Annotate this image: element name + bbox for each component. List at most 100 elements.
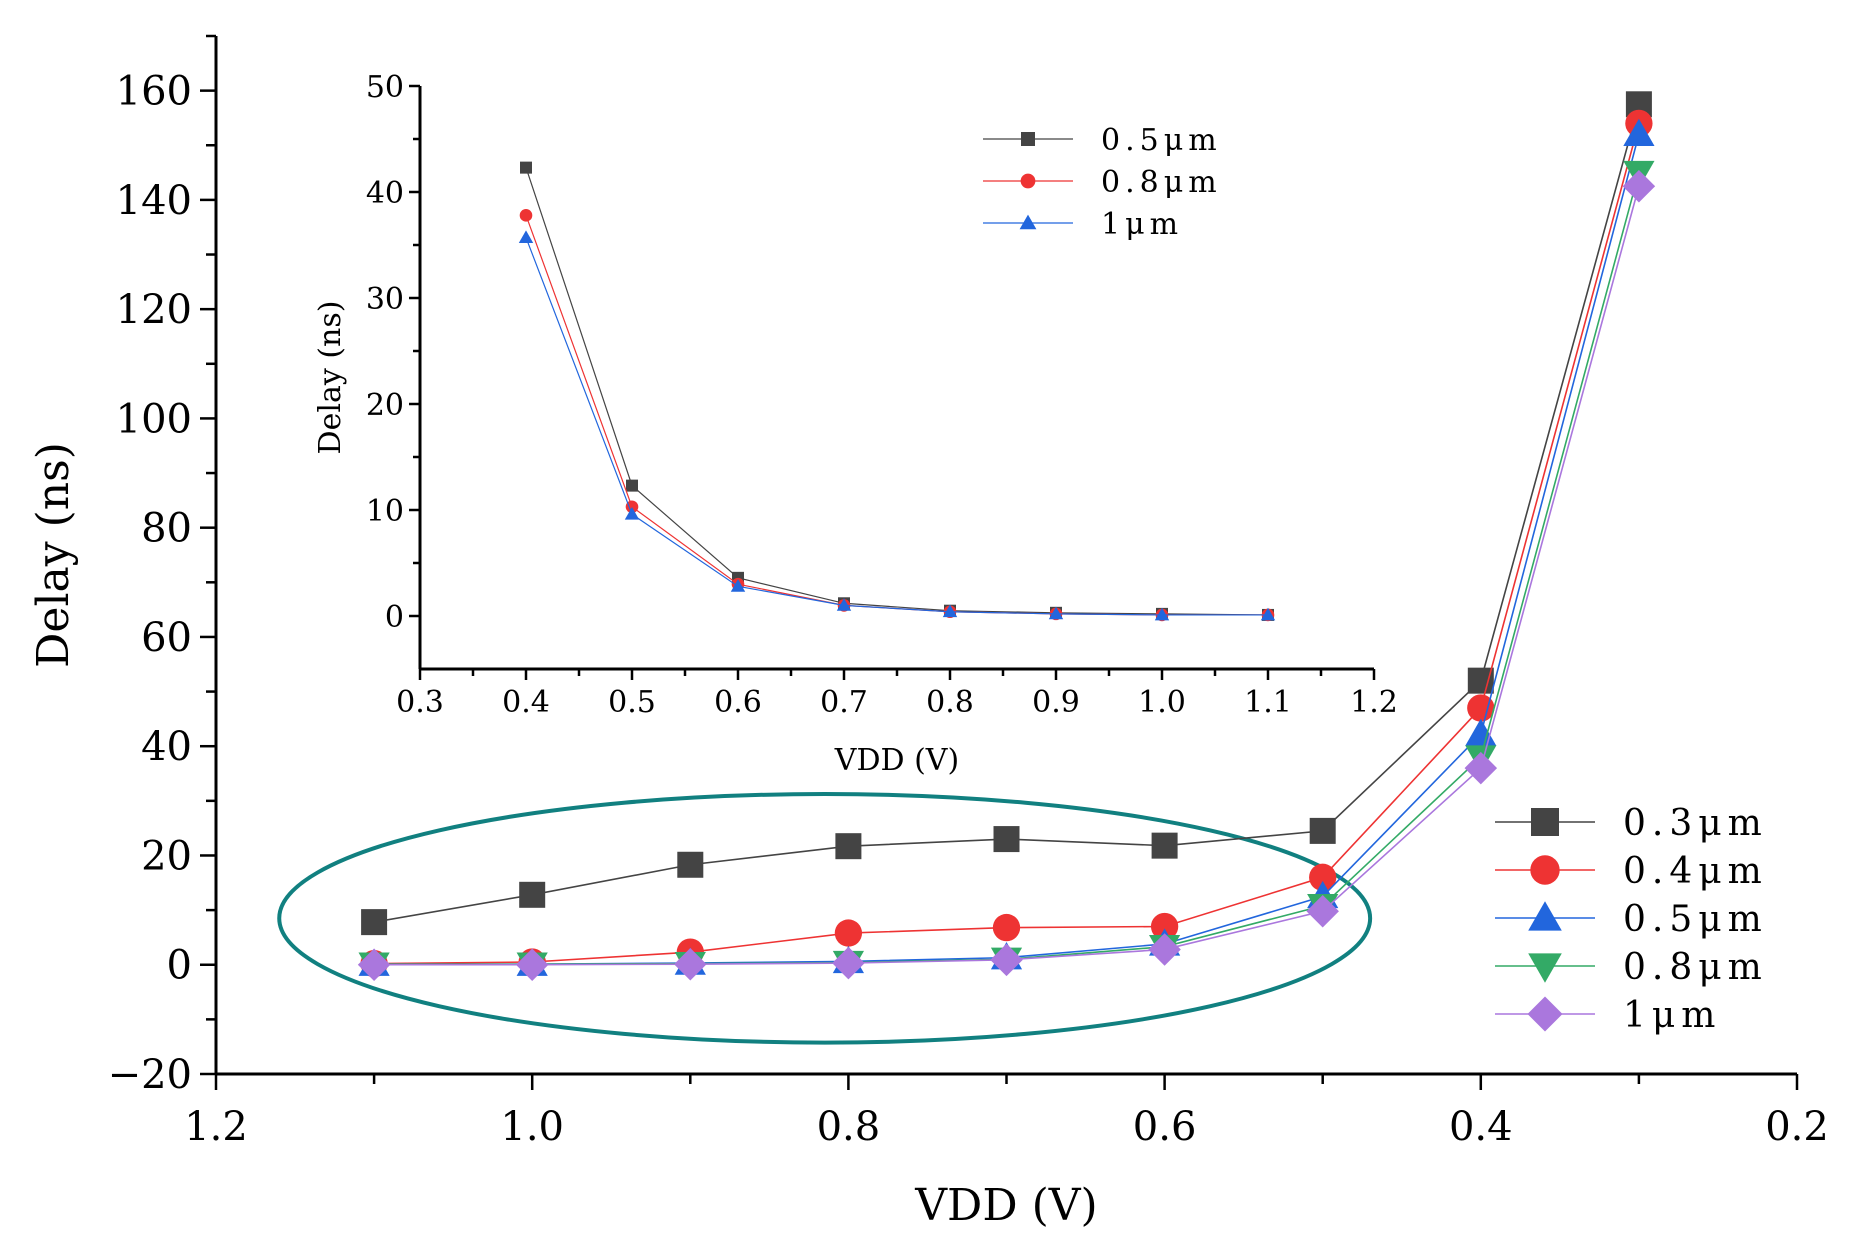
main-axes: 1.2 1.0 0.8 0.6 0.4 0.2−200204060801001201401… [28, 34, 1829, 1231]
data-point [357, 948, 391, 981]
highlight-ellipse [277, 792, 1373, 1045]
data-point [832, 946, 865, 980]
data-point [834, 919, 863, 947]
inset-legend: 0.5μm 0.8μm 1μm [983, 123, 1222, 242]
series-1-m [518, 230, 1276, 621]
data-point [361, 909, 388, 936]
y-tick-label: 0 [167, 943, 192, 989]
data-point [1154, 607, 1170, 621]
series-0-8-m [519, 209, 1275, 622]
x-tick-label: 0.8 [926, 685, 974, 720]
x-tick-label: 0.9 [1032, 685, 1080, 720]
data-point [1467, 667, 1494, 694]
x-tick-label: 0.3 [396, 685, 444, 720]
x-tick-label: 0.6 [714, 685, 762, 720]
y-tick-label: 40 [141, 724, 192, 770]
x-tick-label: 0.4 [502, 685, 550, 720]
legend-item-0-4-m: 0.4μm [1495, 851, 1762, 892]
data-point [730, 579, 746, 592]
legend-marker [1021, 132, 1035, 146]
x-axis-title: VDD (V) [834, 743, 959, 778]
x-tick-label: 0.8 [817, 1104, 881, 1150]
x-axis-title: VDD (V) [914, 1180, 1097, 1231]
main-plot: 1.2 1.0 0.8 0.6 0.4 0.2−200204060801001201401… [28, 34, 1829, 1231]
highlight-ellipse-layer [277, 792, 1373, 1045]
y-tick-label: 30 [366, 282, 404, 317]
data-point [1306, 894, 1339, 928]
legend-label: 0.3μm [1623, 803, 1768, 844]
legend-marker [1530, 855, 1560, 885]
x-tick-label: 0.7 [820, 685, 868, 720]
data-point [1150, 912, 1179, 941]
data-point [1309, 817, 1336, 844]
x-tick-label: 1.2 [184, 1104, 248, 1150]
legend-marker [1527, 996, 1563, 1032]
legend-marker [1528, 953, 1562, 983]
legend-label: 0.8μm [1623, 947, 1768, 988]
inset-plot: 0.3 0.4 0.5 0.6 0.7 0.8 0.9 1.0 1.1 1.2 0 10 20 30 40 5… [313, 70, 1398, 778]
data-point [1464, 751, 1498, 785]
data-point [624, 507, 640, 520]
x-tick-label: 1.2 [1350, 685, 1398, 720]
data-point [674, 947, 707, 981]
data-point [1623, 118, 1655, 147]
y-tick-label: 60 [141, 615, 192, 661]
legend-label: 1μm [1623, 995, 1721, 1036]
y-axis-title: Delay (ns) [28, 442, 79, 668]
x-tick-label: 1.0 [500, 1104, 564, 1150]
legend-item-1-m: 1μm [983, 207, 1183, 242]
data-point [990, 943, 1023, 977]
series-0-3-m [361, 91, 1652, 936]
inset-axes: 0.3 0.4 0.5 0.6 0.7 0.8 0.9 1.0 1.1 1.2 0 10 20 30 40 5… [313, 70, 1398, 778]
legend-marker [1531, 808, 1559, 836]
data-point [1260, 607, 1276, 621]
legend-label: 1μm [1101, 207, 1183, 242]
data-point [518, 230, 534, 243]
data-point [677, 851, 704, 878]
data-point [1465, 718, 1497, 746]
y-tick-label: 40 [366, 176, 404, 211]
y-tick-label: 160 [116, 69, 192, 115]
data-point [1048, 606, 1064, 620]
data-point [519, 209, 533, 222]
y-tick-label: 50 [366, 70, 404, 105]
y-tick-label: 100 [116, 396, 192, 442]
data-point [626, 479, 638, 492]
data-point [1309, 863, 1337, 891]
data-point [835, 833, 862, 860]
data-point [1467, 694, 1495, 722]
data-point [1151, 832, 1178, 859]
data-point [992, 913, 1021, 942]
series-line [525, 167, 1269, 616]
legend-item-0-8-m: 0.8μm [1495, 947, 1768, 988]
legend-label: 0.5μm [1101, 123, 1222, 158]
y-tick-label: 80 [141, 506, 192, 552]
series-line [525, 237, 1268, 616]
legend-item-0-5-m: 0.5μm [1495, 899, 1762, 940]
data-point [520, 161, 532, 174]
legend-marker [1020, 173, 1036, 189]
y-tick-label: 10 [366, 494, 404, 529]
legend-item-0-8-m: 0.8μm [983, 165, 1222, 200]
y-tick-label: −20 [108, 1052, 192, 1098]
legend-label: 0.8μm [1101, 165, 1222, 200]
legend-marker [1528, 901, 1562, 931]
series-line [525, 215, 1268, 616]
legend-item-1-m: 1μm [1495, 995, 1721, 1036]
data-point [836, 598, 852, 611]
x-tick-label: 1.0 [1138, 685, 1186, 720]
y-tick-label: 140 [116, 178, 192, 224]
legend-marker [1019, 214, 1037, 230]
x-tick-label: 0.2 [1765, 1104, 1829, 1150]
data-point [993, 826, 1020, 853]
y-axis-title: Delay (ns) [313, 301, 348, 455]
x-tick-label: 0.4 [1449, 1104, 1513, 1150]
main-series [357, 91, 1656, 981]
x-tick-label: 1.1 [1244, 685, 1292, 720]
y-tick-label: 0 [385, 600, 404, 635]
inset-series [518, 161, 1276, 622]
legend-item-0-5-m: 0.5μm [983, 123, 1222, 158]
data-point [625, 500, 639, 514]
x-tick-label: 0.6 [1133, 1104, 1197, 1150]
